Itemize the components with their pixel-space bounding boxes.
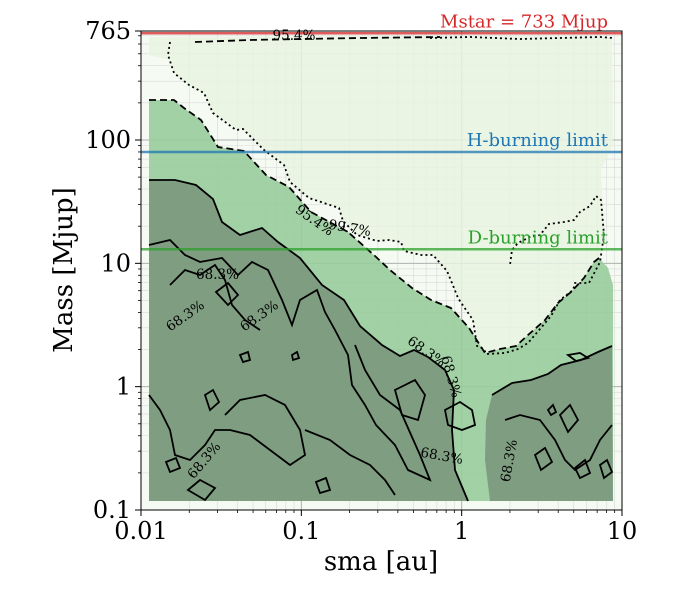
- axes-frame: [140, 30, 623, 511]
- contour-label: 68.3%: [419, 445, 464, 468]
- x-tick-label: 10: [607, 517, 638, 545]
- y-tick-label: 10: [100, 249, 131, 277]
- x-tick-label: 1: [454, 517, 469, 545]
- reference-line-label: D-burning limit: [468, 227, 609, 248]
- x-tick-label: 0.1: [282, 517, 320, 545]
- y-tick-label: 100: [85, 126, 131, 154]
- contour-95-4: [149, 99, 600, 355]
- contour-95-4-top: [194, 36, 441, 43]
- contour-68-3-lines: [148, 179, 614, 502]
- y-tick-label: 1: [116, 373, 131, 401]
- contour-99-7-top: [429, 36, 614, 40]
- reference-line-label: H-burning limit: [467, 130, 609, 151]
- y-axis-label: Mass [Mjup]: [49, 187, 79, 352]
- reference-line-label: Mstar = 733 Mjup: [440, 11, 608, 32]
- contour-label: 68.3%: [196, 267, 239, 283]
- x-tick-label: 0.01: [114, 517, 167, 545]
- reference-lines: Mstar = 733 Mjup H-burning limit D-burning…: [141, 11, 622, 251]
- region-68-3: [149, 180, 468, 501]
- contour-label: 99.7%: [327, 217, 372, 240]
- x-axis-label: sma [au]: [324, 547, 438, 577]
- y-tick-label: 0.1: [93, 496, 131, 524]
- region-99-7: [149, 36, 613, 354]
- contour-label: 68.3%: [498, 438, 521, 483]
- contour-label: 95.4%: [273, 28, 316, 44]
- y-tick-label: 765: [85, 17, 131, 45]
